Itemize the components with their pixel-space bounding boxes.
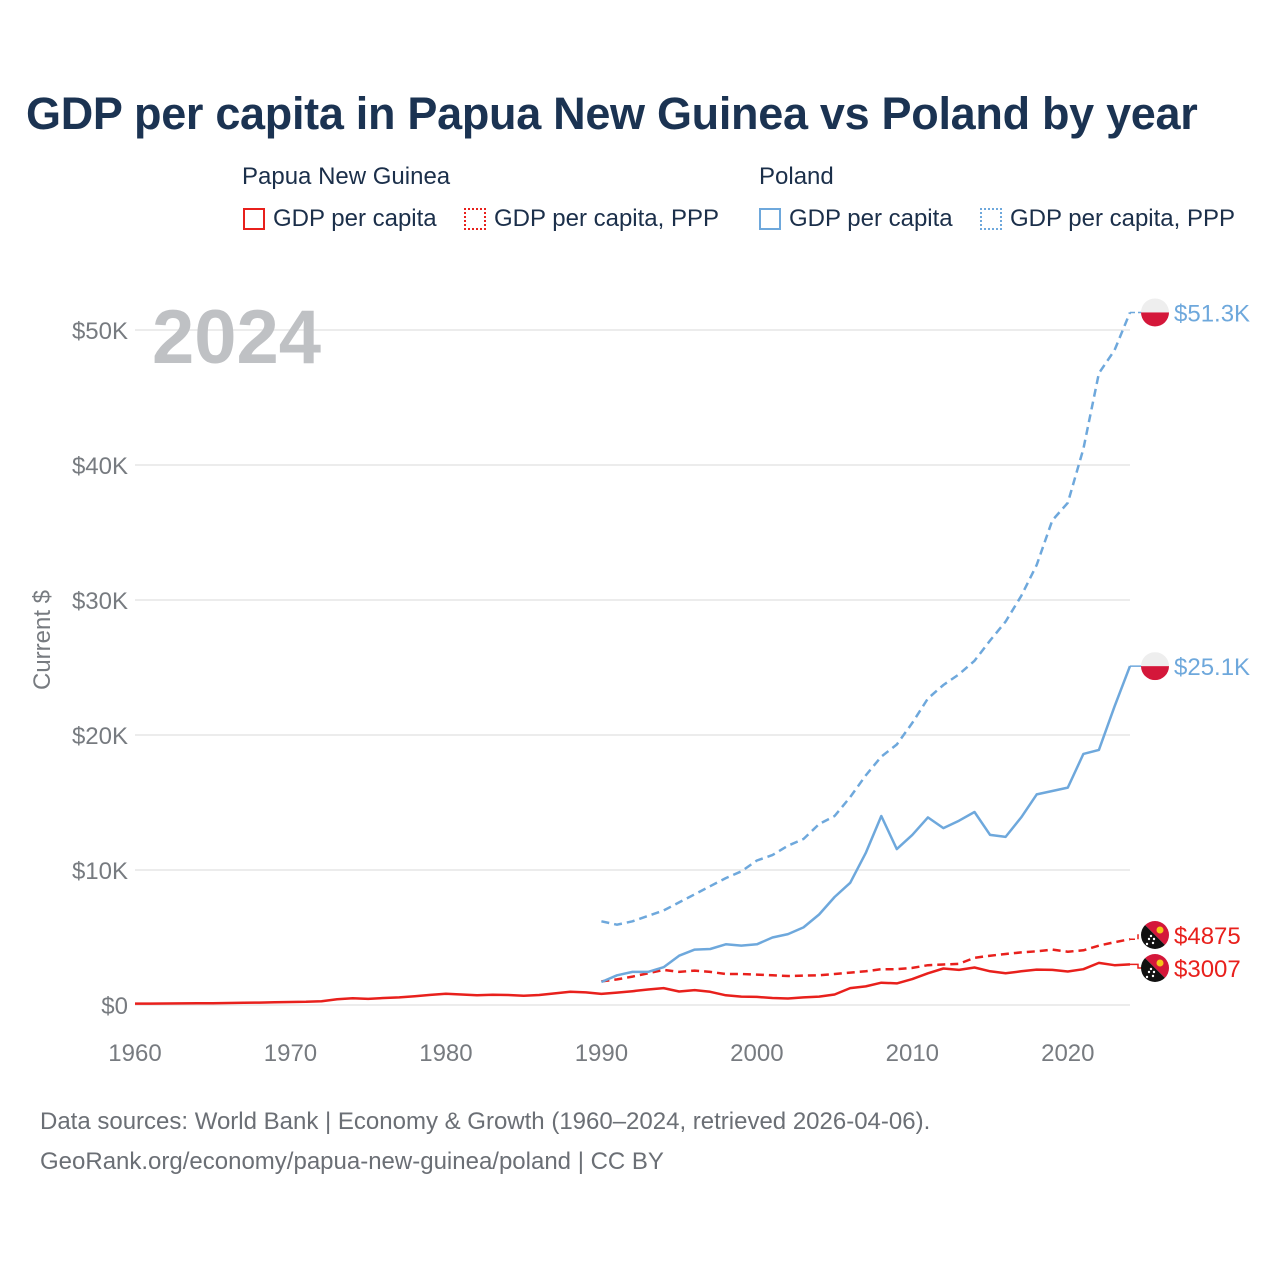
series-line-2 [600,665,1132,984]
legend-swatch-png-solid [243,208,265,230]
legend-item-pl-ppp[interactable]: GDP per capita, PPP [980,205,1235,233]
legend-item-png-ppp[interactable]: GDP per capita, PPP [464,205,719,233]
series-line-3 [601,312,1132,926]
legend-label-png-ppp: GDP per capita, PPP [494,205,719,232]
legend-label-pl-ppp: GDP per capita, PPP [1010,205,1235,232]
y-tick-label: $40K [72,453,128,480]
y-tick-label: $30K [72,588,128,615]
legend-swatch-pl-dotted [980,208,1002,230]
y-tick-label: $10K [72,858,128,885]
x-tick-label: 2010 [886,1040,939,1067]
y-tick-label: $50K [72,318,128,345]
series-line-1 [601,937,1131,983]
y-axis-label: Current $ [29,590,56,690]
y-axis-ticks: $0 $10K $20K $30K $40K $50K [72,318,128,1020]
series-lines [135,312,1132,1005]
legend-swatch-png-dotted [464,208,486,230]
poland-flag-icon [1141,652,1169,681]
end-value-label-3: $51.3K [1174,300,1250,327]
y-tick-label: $20K [72,723,128,750]
legend-label-png-gdp: GDP per capita [273,205,437,232]
end-connector-1 [1130,934,1142,940]
y-tick-label: $0 [101,993,128,1020]
legend-item-pl-gdp[interactable]: GDP per capita [759,205,953,233]
end-value-label-2: $25.1K [1174,654,1250,681]
legend-label-pl-gdp: GDP per capita [789,205,953,232]
x-tick-label: 1960 [108,1040,161,1067]
x-axis-ticks: 1960 1970 1980 1990 2000 2010 2020 [108,1040,1094,1067]
footer-sources: Data sources: World Bank | Economy & Gro… [40,1108,931,1135]
year-watermark: 2024 [152,295,321,380]
x-tick-label: 1980 [419,1040,472,1067]
x-tick-label: 1990 [575,1040,628,1067]
series-line-0 [135,961,1131,1005]
chart-title: GDP per capita in Papua New Guinea vs Po… [26,88,1198,139]
x-tick-label: 2020 [1041,1040,1094,1067]
end-markers: $3007 $4875 $25.1K $51.3K [1130,298,1250,983]
grid-lines [135,329,1130,1006]
end-value-label-0: $3007 [1174,956,1241,983]
poland-flag-icon [1141,298,1169,327]
papua-new-guinea-flag-icon [1141,954,1169,982]
end-connector-0 [1130,963,1142,969]
end-value-label-1: $4875 [1174,923,1241,950]
legend-group-poland: Poland [759,163,834,190]
footer-attribution: GeoRank.org/economy/papua-new-guinea/pol… [40,1148,664,1175]
x-tick-label: 1970 [264,1040,317,1067]
legend-item-png-gdp[interactable]: GDP per capita [243,205,437,233]
legend-swatch-pl-solid [759,208,781,230]
x-tick-label: 2000 [730,1040,783,1067]
papua-new-guinea-flag-icon [1141,921,1169,949]
legend-group-papua-new-guinea: Papua New Guinea [242,163,451,190]
